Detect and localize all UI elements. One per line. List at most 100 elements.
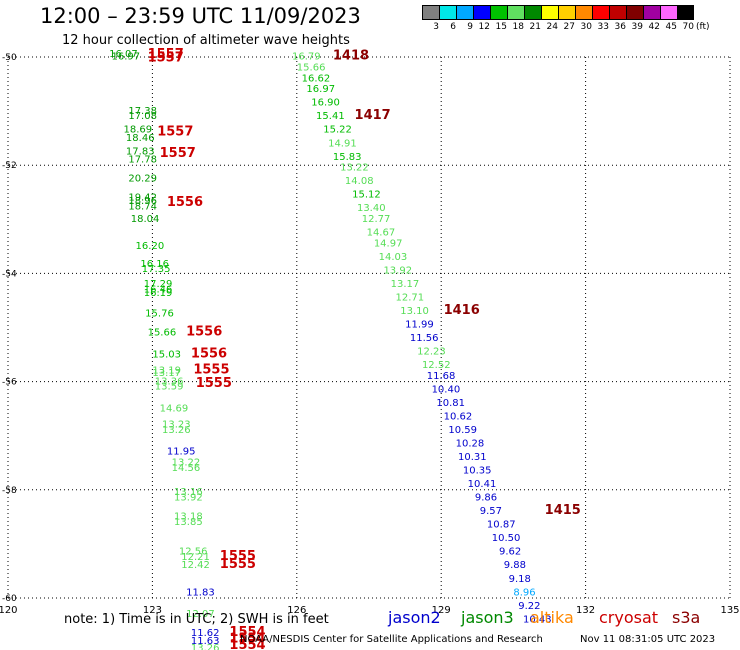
note-text: note: 1) Time is in UTC; 2) SWH is in fe…: [64, 612, 329, 627]
wave-height-label: 16.97: [111, 52, 140, 63]
color-scale-label: 3: [433, 22, 439, 32]
wave-height-label: 13.10: [400, 306, 429, 317]
wave-height-label: 12.42: [181, 560, 210, 571]
wave-height-label: 13.17: [152, 368, 181, 379]
wave-height-label: 13.16: [174, 487, 203, 498]
color-swatch: [660, 5, 677, 20]
wave-height-label: 13.18: [174, 512, 203, 523]
color-swatch: [422, 5, 439, 20]
color-scale-label: 45: [665, 22, 677, 32]
color-swatch: [473, 5, 490, 20]
color-scale-label: 21: [529, 22, 541, 32]
wave-height-label: 10.59: [448, 425, 477, 436]
wave-height-label: 11.83: [186, 587, 215, 598]
wave-height-label: 16.16: [140, 259, 169, 270]
wave-height-label: 9.86: [475, 493, 497, 504]
color-swatch: [439, 5, 456, 20]
wave-height-label: 10.87: [487, 520, 516, 531]
wave-height-label: 15.12: [352, 190, 381, 201]
wave-height-label: 9.88: [504, 560, 526, 571]
wave-height-label: 18.74: [128, 202, 157, 213]
wave-height-label: 17.29: [144, 279, 173, 290]
wave-height-label: 17.38: [128, 106, 157, 117]
color-scale-label: 9: [467, 22, 473, 32]
wave-height-label: 16.79: [292, 52, 321, 63]
color-swatch: [592, 5, 609, 20]
wave-height-label: 11.63: [191, 636, 220, 647]
color-scale-label: 12: [478, 22, 490, 32]
pass-time-label: 1557: [148, 47, 184, 62]
wave-height-label: 18.46: [126, 133, 155, 144]
legend-s3a: s3a: [672, 608, 701, 627]
color-swatch: [490, 5, 507, 20]
color-scale-label: 42: [648, 22, 660, 32]
wave-height-label: 13.85: [174, 517, 203, 528]
chart-title: 12:00 – 23:59 UTC 11/09/2023: [40, 4, 361, 28]
wave-height-label: 16.90: [311, 98, 340, 109]
wave-height-label: 14.08: [345, 176, 374, 187]
wave-height-label: 10.62: [444, 411, 473, 422]
wave-height-label: 16.07: [109, 49, 138, 60]
color-scale-label: 70: [682, 22, 694, 32]
wave-height-label: 11.62: [191, 628, 220, 639]
wave-height-label: 9.62: [499, 547, 521, 558]
wave-height-label: 16.19: [144, 288, 173, 299]
wave-height-label: 12.07: [186, 609, 215, 620]
color-scale-label: 18: [512, 22, 524, 32]
wave-height-label: 13.22: [340, 163, 369, 174]
wave-height-label: 10.43: [523, 614, 552, 625]
x-tick-label: 126: [287, 605, 306, 616]
y-tick-label: -50: [2, 53, 17, 63]
wave-height-label: 12.23: [417, 347, 446, 358]
wave-height-label: 13.92: [383, 265, 412, 276]
wave-height-label: 15.66: [148, 328, 177, 339]
color-scale-unit: (ft): [696, 22, 710, 32]
wave-height-label: 14.56: [172, 463, 201, 474]
wave-height-label: 13.19: [152, 365, 181, 376]
y-tick-label: -56: [2, 378, 17, 388]
wave-height-label: 15.66: [297, 63, 326, 74]
wave-height-label: 18.69: [124, 125, 153, 136]
color-swatch: [575, 5, 592, 20]
chart-subtitle: 12 hour collection of altimeter wave hei…: [62, 33, 350, 48]
color-scale-label: 6: [450, 22, 456, 32]
legend-jason3: jason3: [461, 608, 514, 627]
wave-height-label: 10.50: [492, 533, 521, 544]
wave-height-label: 15.76: [145, 309, 174, 320]
wave-height-label: 13.40: [357, 203, 386, 214]
wave-height-label: 16.46: [144, 284, 173, 295]
wave-height-label: 14.03: [379, 252, 408, 263]
color-swatch: [626, 5, 643, 20]
legend-altika: altika: [530, 608, 574, 627]
wave-height-label: 18.04: [131, 214, 160, 225]
wave-height-label: 11.68: [427, 371, 456, 382]
color-scale-label: 33: [597, 22, 609, 32]
color-scale-bar: [422, 5, 694, 20]
wave-height-label: 13.26: [191, 643, 220, 650]
wave-height-label: 13.36: [155, 376, 184, 387]
pass-time-label: 1554: [229, 631, 265, 646]
wave-height-label: 9.22: [518, 601, 540, 612]
wave-height-label: 11.99: [405, 320, 434, 331]
wave-height-label: 16.20: [136, 241, 165, 252]
pass-time-label: 1554: [229, 625, 265, 640]
color-swatch: [456, 5, 473, 20]
wave-height-label: 10.81: [436, 398, 465, 409]
color-scale-label: 36: [614, 22, 626, 32]
wave-height-label: 10.35: [463, 466, 492, 477]
wave-height-label: 17.78: [128, 154, 157, 165]
color-scale-labels: 3 6 9 12 15 18 21 24 27 30 33 36 39 42 45 70 (ft): [422, 22, 710, 32]
wave-height-label: 10.40: [432, 384, 461, 395]
color-swatch: [609, 5, 626, 20]
color-swatch: [541, 5, 558, 20]
wave-height-label: 16.97: [306, 84, 335, 95]
x-tick-label: 123: [143, 605, 162, 616]
wave-height-label: 10.41: [468, 479, 497, 490]
x-tick-label: 132: [576, 605, 595, 616]
footer-credit: NOAA/NESDIS Center for Satellite Applica…: [240, 634, 543, 645]
legend-cryosat: cryosat: [599, 608, 659, 627]
color-swatch: [643, 5, 660, 20]
color-scale-label: 15: [495, 22, 507, 32]
color-scale-label: 39: [631, 22, 643, 32]
wave-height-label: 15.41: [316, 111, 345, 122]
